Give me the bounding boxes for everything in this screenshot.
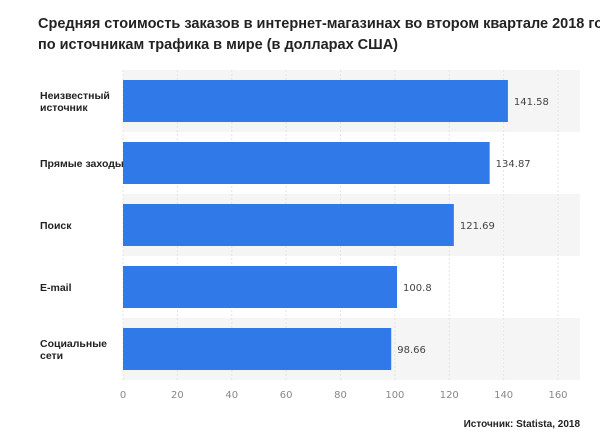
x-tick-label: 160 <box>548 390 567 401</box>
value-label: 98.66 <box>397 345 426 356</box>
bar <box>123 204 454 246</box>
x-tick-label: 60 <box>280 390 293 401</box>
x-tick-label: 140 <box>494 390 513 401</box>
bar <box>123 80 508 122</box>
category-label: E-mail <box>40 282 72 294</box>
chart-title-line-1: Средняя стоимость заказов в интернет-маг… <box>38 16 600 32</box>
x-tick-label: 20 <box>171 390 184 401</box>
bar <box>123 142 490 184</box>
x-tick-label: 120 <box>440 390 459 401</box>
value-label: 134.87 <box>496 159 531 170</box>
source-note: Источник: Statista, 2018 <box>463 419 580 430</box>
x-tick-label: 100 <box>385 390 404 401</box>
category-label: Поиск <box>40 220 72 232</box>
category-label: Неизвестный источник <box>40 90 110 114</box>
x-tick-label: 40 <box>225 390 238 401</box>
category-label: Социальные сети <box>40 338 107 362</box>
chart-title: Средняя стоимость заказов в интернет-маг… <box>38 14 600 56</box>
value-label: 141.58 <box>514 97 549 108</box>
x-tick-label: 80 <box>334 390 347 401</box>
category-label: Прямые заходы <box>40 158 124 170</box>
value-label: 121.69 <box>460 221 495 232</box>
bar <box>123 328 392 370</box>
bar <box>123 266 398 308</box>
chart-title-line-2: по источникам трафика в мире (в долларах… <box>38 37 399 53</box>
x-tick-label: 0 <box>120 390 126 401</box>
value-label: 100.8 <box>403 283 432 294</box>
